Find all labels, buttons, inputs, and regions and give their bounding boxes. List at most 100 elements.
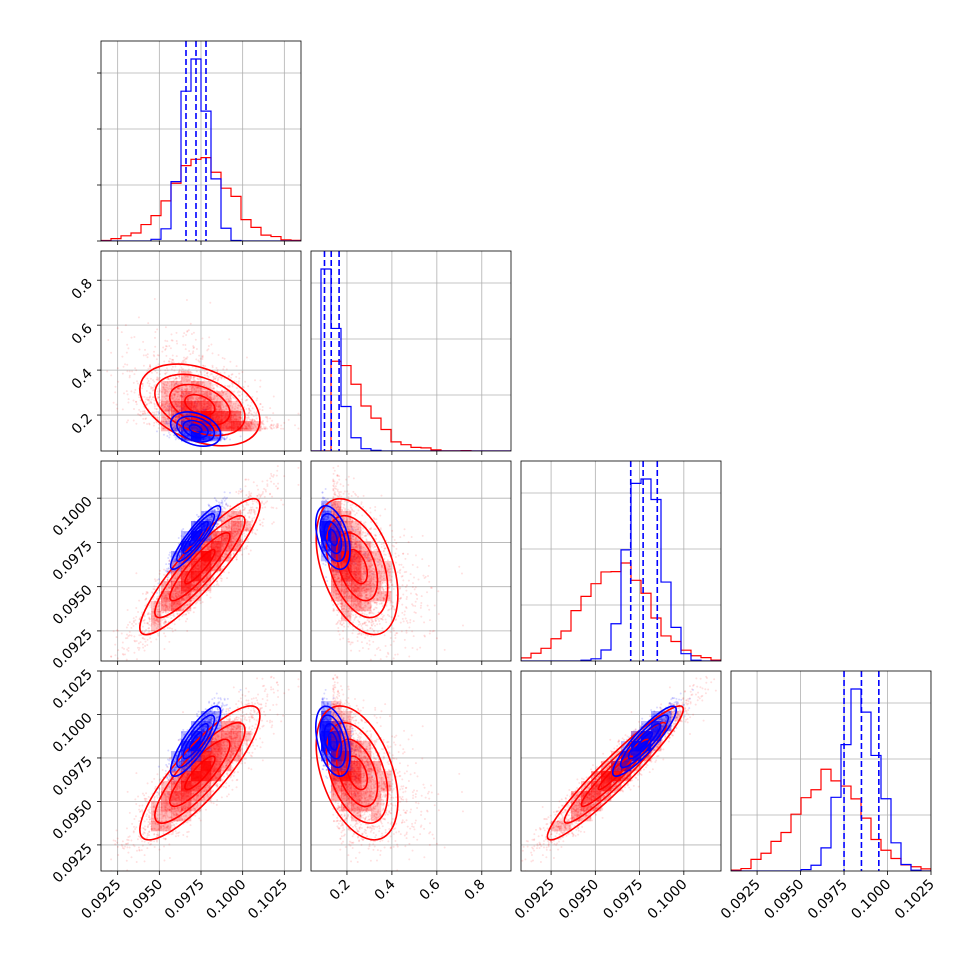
red-point	[178, 370, 181, 373]
red-point	[172, 596, 175, 599]
red-point	[169, 347, 172, 350]
red-point	[222, 558, 225, 561]
red-point	[176, 415, 179, 418]
red-point	[114, 385, 117, 388]
red-point	[132, 381, 135, 384]
red-point	[178, 394, 181, 397]
red-point	[230, 373, 233, 376]
red-point	[185, 388, 188, 391]
red-point	[234, 402, 237, 405]
red-point	[180, 609, 183, 612]
red-point	[246, 418, 249, 421]
red-point	[173, 384, 176, 387]
blue-point	[174, 412, 177, 415]
red-point	[178, 375, 181, 378]
red-point	[230, 400, 233, 403]
red-point	[193, 389, 196, 392]
red-point	[133, 373, 136, 376]
blue-density-cell	[191, 431, 202, 442]
red-point	[144, 418, 147, 421]
red-point	[135, 422, 138, 425]
red-point	[127, 646, 130, 649]
red-density-cell	[171, 401, 182, 412]
red-point	[134, 640, 137, 643]
red-point	[201, 337, 204, 340]
red-point	[239, 521, 242, 524]
red-point	[171, 396, 174, 399]
red-point	[170, 383, 173, 386]
red-point	[210, 382, 213, 385]
blue-point	[178, 426, 181, 429]
red-point	[248, 516, 251, 519]
blue-point	[178, 415, 181, 418]
red-point	[240, 398, 243, 401]
red-point	[142, 637, 145, 640]
red-point	[170, 595, 173, 598]
red-point	[165, 386, 168, 389]
red-point	[248, 407, 251, 410]
red-point	[232, 537, 235, 540]
red-point	[237, 407, 240, 410]
red-point	[177, 393, 180, 396]
red-point	[238, 394, 241, 397]
red-point	[171, 627, 174, 630]
red-point	[133, 391, 136, 394]
red-point	[149, 618, 152, 621]
red-point	[216, 374, 219, 377]
red-point	[185, 385, 188, 388]
red-point	[146, 622, 149, 625]
red-point	[217, 391, 220, 394]
blue-point	[166, 405, 169, 408]
red-point	[195, 595, 198, 598]
red-point	[174, 419, 177, 422]
red-point	[183, 388, 186, 391]
red-density-cell	[221, 421, 232, 432]
red-point	[253, 516, 256, 519]
red-point	[142, 417, 145, 420]
red-point	[248, 418, 251, 421]
red-point	[175, 415, 178, 418]
red-point	[244, 427, 247, 430]
red-point	[212, 398, 215, 401]
red-point	[245, 529, 248, 532]
red-point	[205, 391, 208, 394]
blue-point	[168, 436, 171, 439]
red-point	[176, 398, 179, 401]
red-point	[125, 390, 128, 393]
red-point	[164, 348, 167, 351]
blue-point	[169, 433, 172, 436]
red-point	[161, 604, 164, 607]
red-point	[253, 511, 256, 514]
red-point	[180, 369, 183, 372]
red-point	[201, 396, 204, 399]
red-point	[219, 574, 222, 577]
red-point	[260, 493, 263, 496]
blue-point	[215, 436, 218, 439]
red-point	[161, 350, 164, 353]
red-point	[164, 621, 167, 624]
red-point	[161, 595, 164, 598]
blue-point	[174, 418, 177, 421]
red-point	[189, 385, 192, 388]
red-point	[165, 600, 168, 603]
red-point	[199, 396, 202, 399]
red-point	[148, 391, 151, 394]
red-point	[163, 609, 166, 612]
red-point	[170, 583, 173, 586]
red-point	[237, 404, 240, 407]
red-point	[165, 598, 168, 601]
red-point	[251, 395, 254, 398]
red-point	[246, 398, 249, 401]
red-point	[158, 396, 161, 399]
red-point	[167, 597, 170, 600]
red-point	[221, 400, 224, 403]
red-point	[251, 419, 254, 422]
red-point	[145, 390, 148, 393]
red-point	[161, 404, 164, 407]
red-point	[151, 618, 154, 621]
red-point	[232, 525, 235, 528]
red-point	[126, 363, 129, 366]
red-point	[214, 531, 217, 534]
red-point	[252, 481, 255, 484]
blue-histogram	[311, 268, 511, 451]
